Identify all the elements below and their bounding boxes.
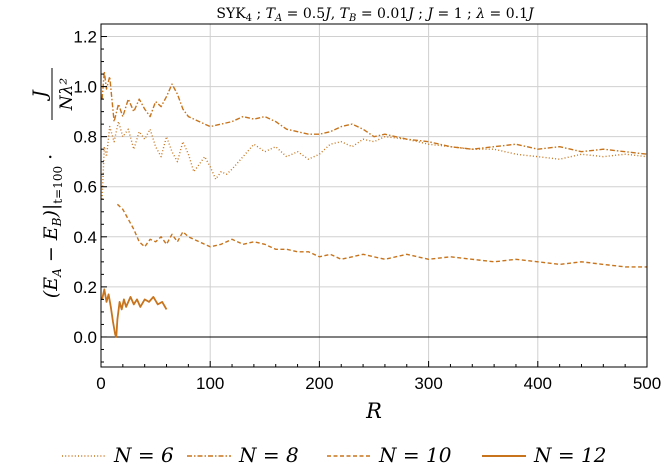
series-group [101, 70, 648, 338]
x-tick-label: 400 [524, 374, 552, 393]
series-line-3 [116, 203, 647, 268]
x-tick-label: 500 [633, 374, 661, 393]
legend-label-1: N = 6 [113, 443, 174, 467]
series-line-1 [101, 120, 648, 200]
x-tick-label: 200 [305, 374, 333, 393]
y-axis-label: (EA − EB)|t=100 · J Nλ² [29, 68, 77, 298]
x-tick-label: 300 [414, 374, 442, 393]
y-tick-label: 0.8 [73, 128, 97, 147]
svg-text:J: J [29, 89, 51, 102]
y-tick-label: 0.6 [73, 178, 97, 197]
y-tick-label: 0.0 [73, 328, 97, 347]
y-tick-label: 1.2 [73, 28, 97, 47]
svg-text:Nλ²: Nλ² [57, 78, 77, 112]
axis-ticks [100, 36, 648, 367]
legend-label-4: N = 12 [533, 443, 606, 467]
y-tick-label: 0.2 [73, 278, 97, 297]
x-axis-label: R [365, 399, 382, 423]
x-tick-label: 0 [96, 374, 105, 393]
y-tick-label: 1.0 [73, 78, 97, 97]
y-tick-label: 0.4 [73, 228, 97, 247]
axis-tick-labels: 0 100 200 300 400 500 0.0 0.2 0.4 0.6 0.8 1.0 1.2 [73, 28, 661, 393]
chart-title: SYK4 ; TA = 0.5J, TB = 0.01J ; J = 1 ; λ… [216, 6, 535, 24]
svg-text:(EA − EB)|t=100 ·: (EA − EB)|t=100 · [40, 154, 65, 298]
series-line-4 [101, 288, 168, 338]
legend-label-2: N = 8 [238, 443, 299, 467]
series-line-2 [101, 70, 648, 155]
plot-frame [100, 23, 648, 368]
grid-lines [101, 24, 647, 367]
legend-label-3: N = 10 [378, 443, 452, 467]
legend: N = 6 N = 8 N = 10 N = 12 [62, 443, 606, 467]
x-tick-label: 100 [196, 374, 224, 393]
